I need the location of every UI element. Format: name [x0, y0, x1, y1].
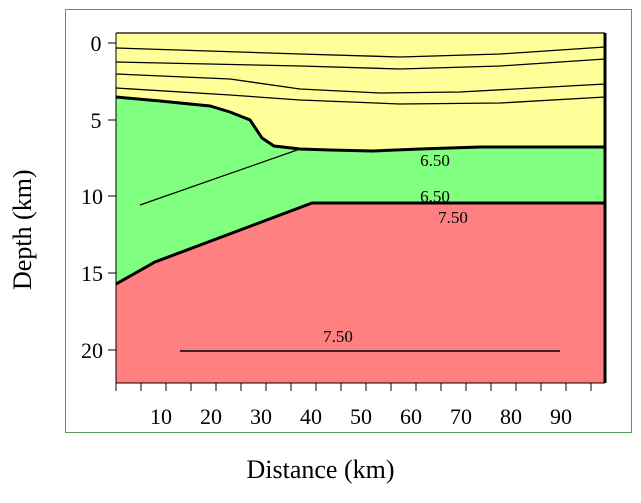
x-tick-label: 20 — [200, 404, 222, 429]
x-tick-label: 70 — [450, 404, 472, 429]
y-tick-label: 20 — [81, 338, 103, 363]
dipping-reflector — [139, 148, 301, 206]
x-tick-label: 40 — [300, 404, 322, 429]
velocity-label: 6.50 — [420, 187, 450, 206]
x-axis-label: Distance (km) — [246, 455, 395, 484]
sediment-interfaces — [115, 46, 606, 105]
layer-boundaries — [115, 33, 607, 383]
velocity-label: 7.50 — [323, 327, 353, 346]
x-tick-label: 60 — [400, 404, 422, 429]
x-tick-label: 10 — [150, 404, 172, 429]
y-axis-label: Depth (km) — [8, 169, 37, 290]
x-tick-label: 30 — [250, 404, 272, 429]
crust-layer — [116, 97, 605, 284]
x-tick-label: 90 — [550, 404, 572, 429]
y-tick-label: 10 — [81, 184, 103, 209]
y-tick-label: 5 — [91, 108, 102, 133]
y-axis — [108, 33, 117, 383]
y-tick-label: 0 — [91, 31, 102, 56]
y-tick-label: 15 — [81, 261, 103, 286]
velocity-label: 7.50 — [438, 208, 468, 227]
mantle-layer — [116, 203, 605, 383]
x-tick-label: 50 — [350, 404, 372, 429]
x-tick-label: 80 — [500, 404, 522, 429]
velocity-label: 6.50 — [420, 151, 450, 170]
